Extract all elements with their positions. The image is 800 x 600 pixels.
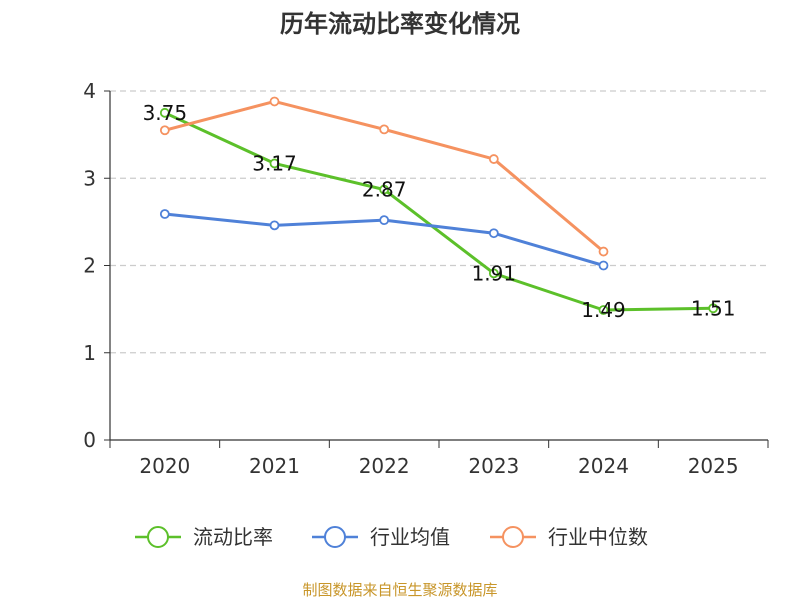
legend-label: 行业中位数 xyxy=(548,525,648,549)
series-layer xyxy=(159,96,719,315)
data-point[interactable] xyxy=(379,215,390,226)
data-point[interactable] xyxy=(269,220,280,231)
data-point[interactable] xyxy=(159,209,170,219)
data-point[interactable] xyxy=(488,228,499,239)
source-note: 制图数据来自恒生聚源数据库 xyxy=(302,581,497,599)
series-line xyxy=(164,111,714,312)
data-point[interactable] xyxy=(379,124,390,135)
legend[interactable]: 流动比率 行业均值 行业中位数 xyxy=(135,525,648,549)
y-tick-label: 4 xyxy=(83,79,96,103)
data-label: 3.75 xyxy=(143,101,188,125)
x-tick-label: 2023 xyxy=(468,454,519,478)
data-point[interactable] xyxy=(598,305,609,315)
legend-label: 行业均值 xyxy=(370,525,450,549)
x-tick-label: 2024 xyxy=(578,454,629,478)
x-tick-label: 2022 xyxy=(359,454,410,478)
legend-marker xyxy=(324,526,346,548)
chart-title: 历年流动比率变化情况 xyxy=(280,10,520,38)
data-point[interactable] xyxy=(159,107,170,118)
data-point[interactable] xyxy=(269,96,280,107)
axes: 0 1 2 3 4 2020 2021 2022 2023 2024 2025 xyxy=(83,79,769,478)
data-point[interactable] xyxy=(159,125,170,136)
x-tick-label: 2025 xyxy=(688,454,739,478)
data-label: 2.87 xyxy=(362,178,407,202)
data-label: 1.49 xyxy=(581,298,626,322)
data-label: 3.17 xyxy=(252,151,297,175)
y-tick-label: 3 xyxy=(83,166,96,190)
data-label: 1.51 xyxy=(691,296,736,320)
x-tick-label: 2020 xyxy=(139,454,190,478)
data-point[interactable] xyxy=(488,154,499,164)
legend-label: 流动比率 xyxy=(193,525,273,549)
data-point[interactable] xyxy=(269,158,280,169)
data-point[interactable] xyxy=(488,268,499,279)
y-tick-label: 2 xyxy=(83,254,96,278)
data-point[interactable] xyxy=(598,246,609,257)
data-point[interactable] xyxy=(379,184,390,195)
data-point[interactable] xyxy=(708,303,719,314)
legend-item[interactable]: 流动比率 xyxy=(135,525,273,549)
legend-item[interactable]: 行业中位数 xyxy=(490,525,648,549)
legend-marker xyxy=(147,526,169,548)
y-tick-label: 1 xyxy=(83,341,96,365)
series-line xyxy=(164,99,605,253)
data-label: 1.91 xyxy=(472,261,517,285)
data-point[interactable] xyxy=(598,260,609,271)
x-tick-label: 2021 xyxy=(249,454,300,478)
legend-item[interactable]: 行业均值 xyxy=(312,525,450,549)
legend-marker xyxy=(502,526,524,548)
data-labels: 3.75 3.17 2.87 1.91 1.49 1.51 xyxy=(143,101,736,322)
y-tick-label: 0 xyxy=(83,428,96,452)
grid-lines xyxy=(110,90,768,354)
